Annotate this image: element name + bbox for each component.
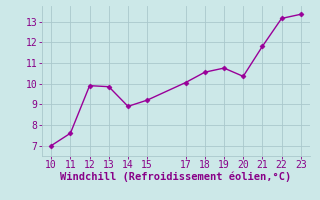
X-axis label: Windchill (Refroidissement éolien,°C): Windchill (Refroidissement éolien,°C) (60, 172, 292, 182)
